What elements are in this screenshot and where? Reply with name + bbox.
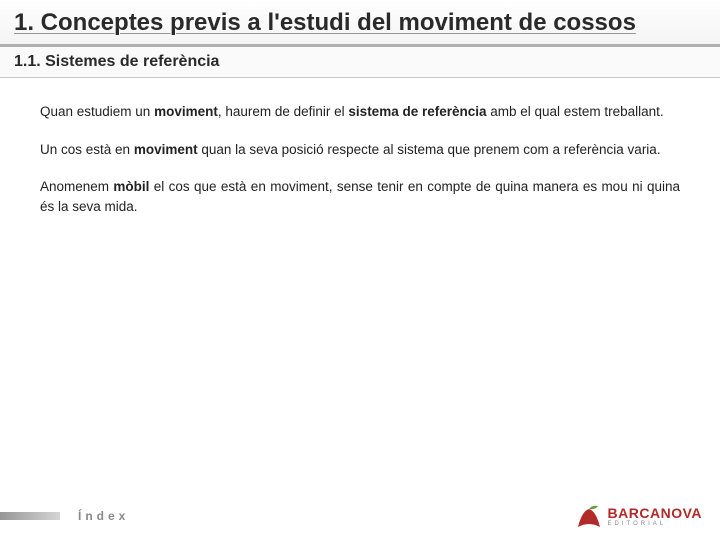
logo-name: BARCANOVA (608, 506, 702, 520)
bold-term: sistema de referència (348, 104, 486, 119)
bold-term: mòbil (113, 179, 149, 194)
paragraph-2: Un cos està en moviment quan la seva pos… (40, 140, 680, 160)
logo-mark-icon (574, 501, 604, 531)
paragraph-1: Quan estudiem un moviment, haurem de def… (40, 102, 680, 122)
paragraph-3: Anomenem mòbil el cos que està en movime… (40, 177, 680, 216)
section-subtitle: 1.1. Sistemes de referència (14, 53, 706, 71)
publisher-logo: BARCANOVA EDITORIAL (574, 501, 702, 531)
subtitle-section: 1.1. Sistemes de referència (0, 47, 720, 78)
text: amb el qual estem treballant. (487, 104, 664, 119)
index-label: Índex (78, 509, 129, 523)
logo-text: BARCANOVA EDITORIAL (608, 506, 702, 527)
bold-term: moviment (154, 104, 218, 119)
content-area: Quan estudiem un moviment, haurem de def… (0, 78, 720, 216)
text: Quan estudiem un (40, 104, 154, 119)
text: quan la seva posició respecte al sistema… (198, 142, 661, 157)
logo-subtitle: EDITORIAL (608, 521, 702, 527)
text: , haurem de definir el (218, 104, 349, 119)
title-section: 1. Conceptes previs a l'estudi del movim… (0, 0, 720, 47)
text: Anomenem (40, 179, 113, 194)
footer: Índex BARCANOVA EDITORIAL (0, 492, 720, 540)
page-title: 1. Conceptes previs a l'estudi del movim… (14, 8, 706, 38)
text: Un cos està en (40, 142, 134, 157)
index-link[interactable]: Índex (0, 509, 129, 523)
bold-term: moviment (134, 142, 198, 157)
index-bar-icon (0, 512, 60, 520)
